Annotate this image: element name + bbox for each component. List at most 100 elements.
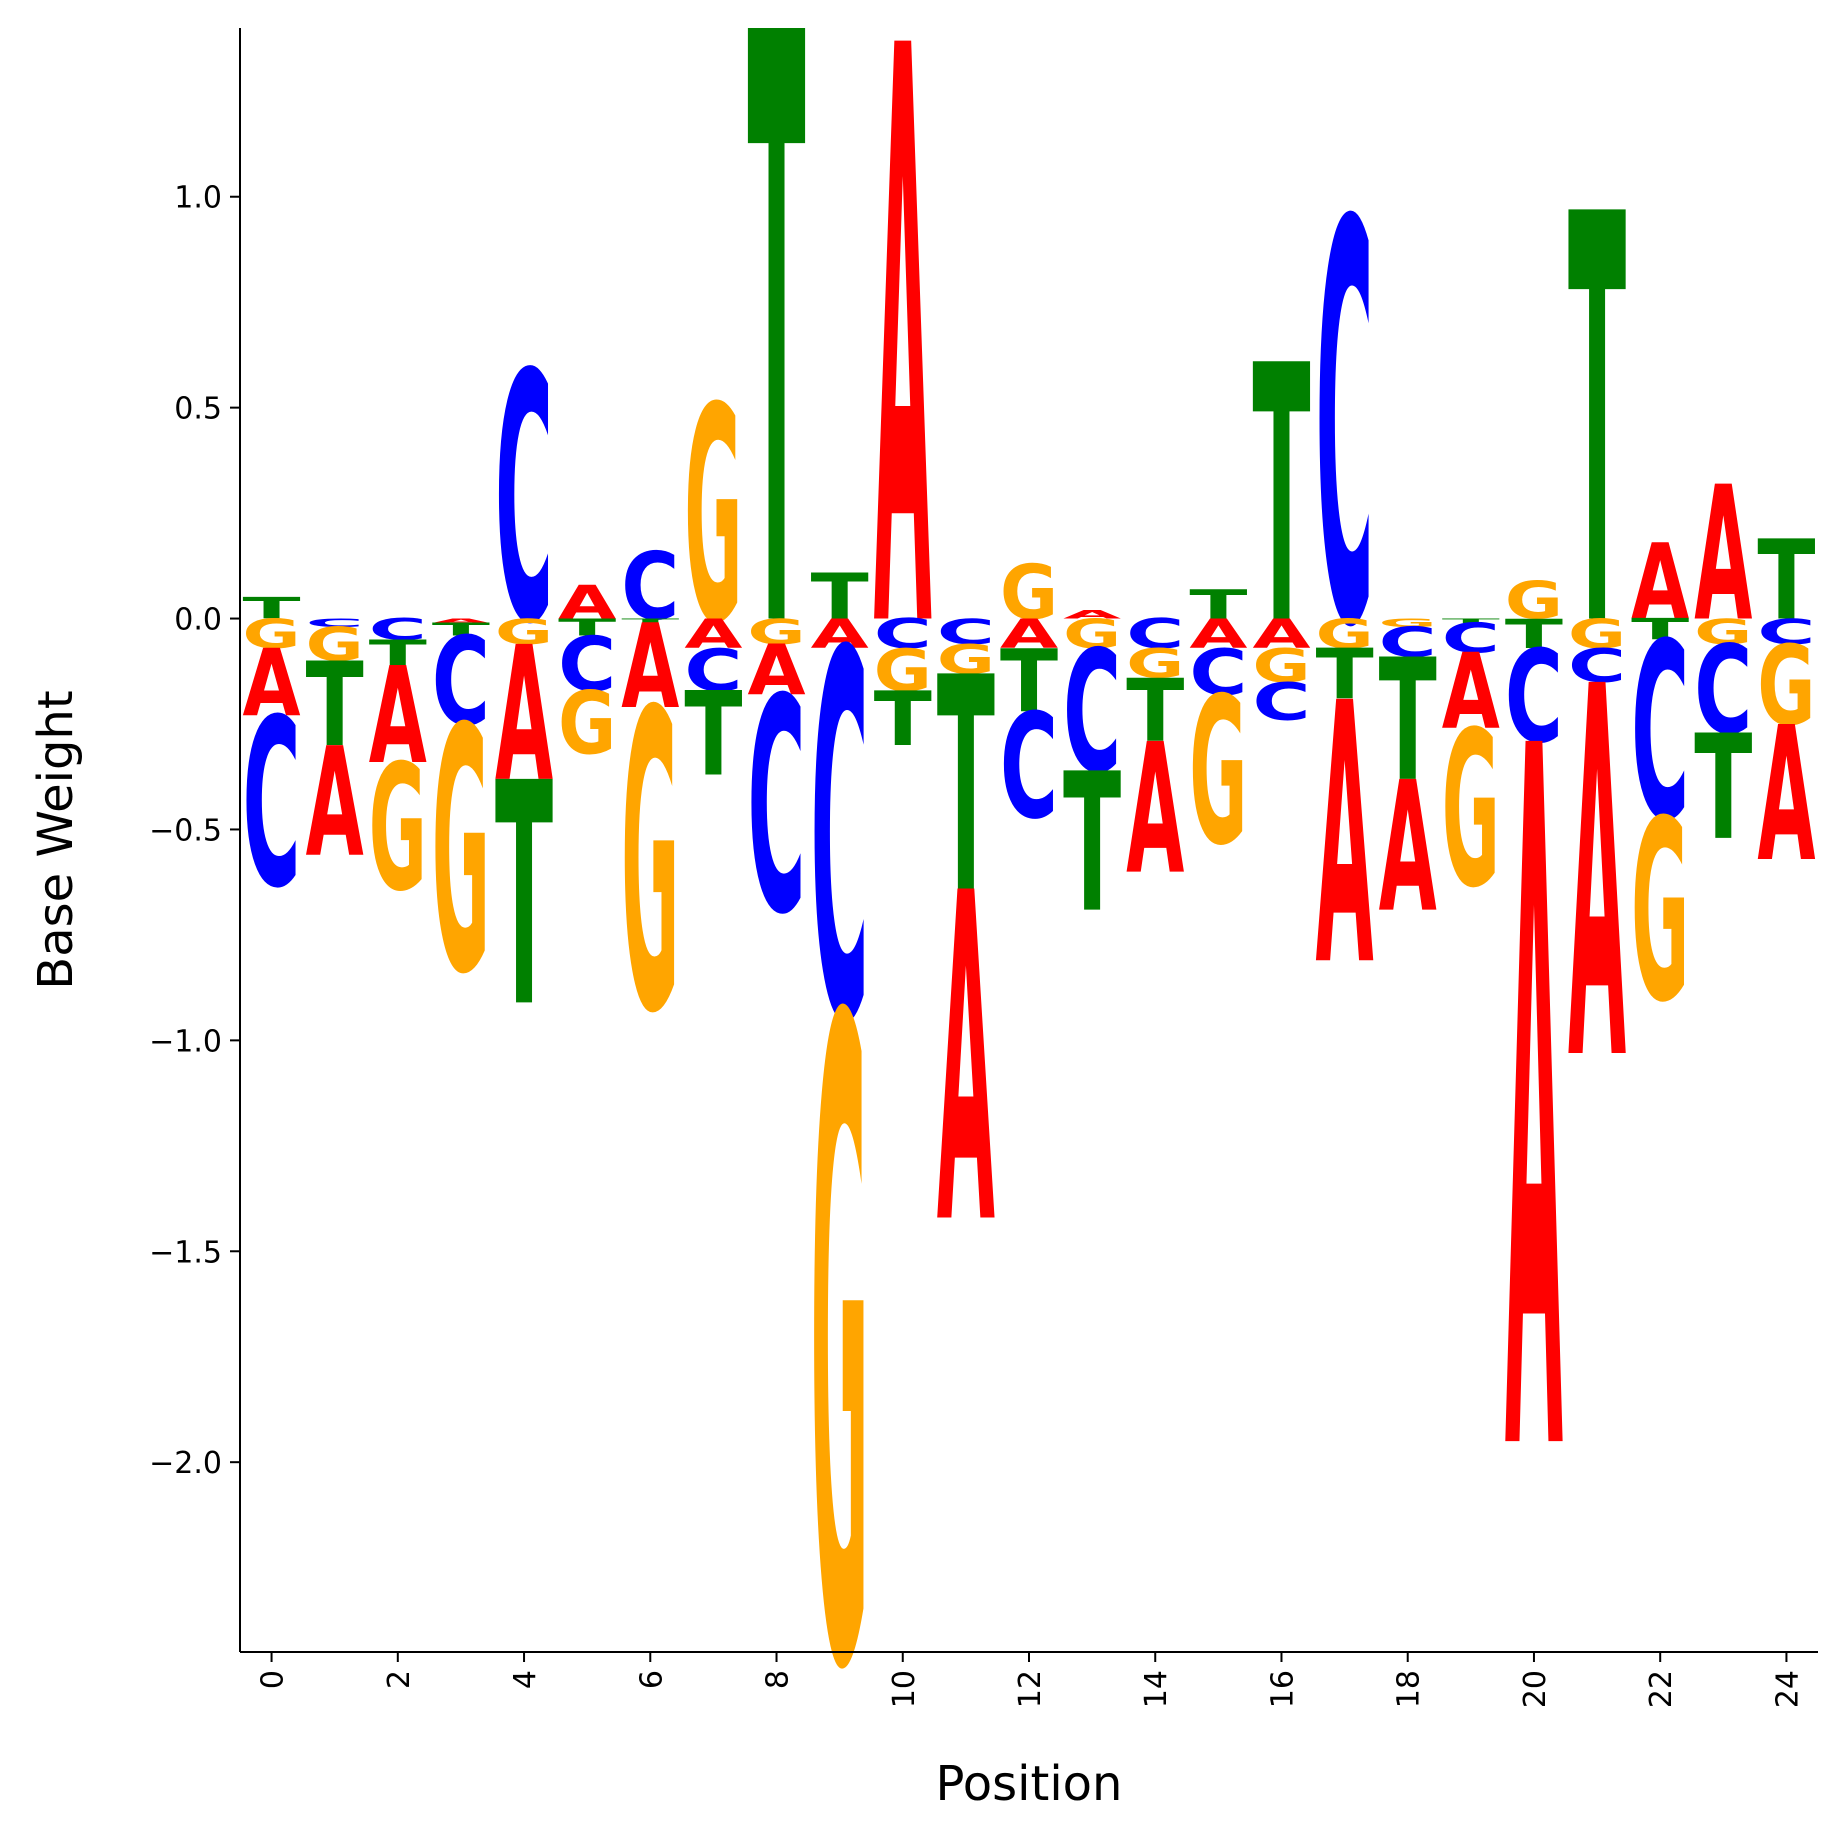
- logo-letter-G: G: [558, 674, 616, 775]
- logo-letter-T: T: [937, 615, 995, 959]
- logo-letter-C: C: [495, 303, 553, 700]
- logo-letter-T: T: [1694, 704, 1752, 872]
- logo-letter-A: A: [1063, 608, 1122, 622]
- logo-letter-T: T: [495, 719, 553, 1076]
- x-ticks: 0 2 4 6 8 10 12 14 16 18 20 22 24: [256, 1652, 1805, 1708]
- logo-letter-G: G: [684, 345, 742, 689]
- logo-letter-T: T: [1757, 518, 1815, 645]
- x-tick-label: 20: [1518, 1670, 1553, 1708]
- logo-letter-A: A: [1252, 611, 1310, 658]
- logo-letter-G: G: [1379, 616, 1437, 629]
- logo-letter-A: A: [1694, 448, 1752, 663]
- logo-letter-A: A: [1505, 550, 1564, 1668]
- logo-letter-C: C: [1126, 611, 1184, 658]
- y-tick-label: −0.5: [149, 813, 222, 848]
- logo-letter-C: C: [1568, 640, 1626, 694]
- logo-letter-G: G: [495, 612, 553, 653]
- logo-letter-T: T: [1252, 291, 1311, 702]
- logo-letter-A: A: [369, 640, 427, 794]
- logo-letter-A: A: [1316, 628, 1375, 1046]
- y-tick-label: −1.0: [149, 1024, 222, 1059]
- logo-letter-T: T: [306, 638, 364, 772]
- x-tick-label: 22: [1644, 1670, 1679, 1708]
- logo-letter-C: C: [1000, 684, 1058, 851]
- logo-letter-C: C: [1252, 672, 1310, 733]
- x-tick-label: 16: [1265, 1670, 1300, 1708]
- y-ticks: 1.0 0.5 0.0 −0.5 −1.0 −1.5 −2.0: [149, 181, 240, 1481]
- logo-letter-G: G: [1252, 640, 1310, 693]
- logo-letter-T: T: [369, 633, 427, 673]
- x-tick-label: 24: [1770, 1670, 1805, 1708]
- logo-letter-A: A: [1000, 611, 1058, 658]
- logo-letter-G: G: [1000, 550, 1058, 638]
- logo-letter-G: G: [369, 729, 427, 931]
- logo-letter-C: C: [1063, 614, 1121, 810]
- logo-letter-A: A: [432, 617, 490, 624]
- logo-letter-T: T: [1442, 617, 1500, 624]
- logo-letter-T: T: [1189, 581, 1248, 628]
- logo-letter-T: T: [1063, 733, 1121, 955]
- logo-letter-C: C: [1757, 612, 1815, 652]
- logo-letter-G: G: [1442, 686, 1500, 936]
- logo-letter-G: G: [874, 637, 932, 704]
- y-tick-label: 1.0: [174, 181, 222, 216]
- logo-letter-G: G: [1757, 622, 1815, 750]
- logo-letter-T: T: [1505, 610, 1564, 657]
- logo-letter-G: G: [1505, 570, 1563, 631]
- logo-letter-G: G: [937, 636, 995, 683]
- x-tick-label: 18: [1392, 1670, 1427, 1708]
- logo-letter-C: C: [874, 611, 932, 658]
- logo-letter-G: G: [1063, 611, 1121, 658]
- logo-letter-G: G: [1631, 768, 1689, 1058]
- logo-letter-G: G: [306, 619, 364, 672]
- logo-letter-G: G: [1568, 611, 1626, 658]
- logo-letter-C: C: [621, 534, 679, 642]
- logo-letter-C: C: [1694, 621, 1752, 762]
- logo-letter-C: C: [937, 612, 995, 652]
- logo-letter-A: A: [558, 575, 616, 629]
- logo-letter-A: A: [747, 631, 805, 712]
- logo-letter-G: G: [1189, 654, 1247, 890]
- logo-letter-T: T: [1379, 625, 1437, 819]
- logo-letter-A: A: [1757, 689, 1815, 904]
- y-tick-label: −2.0: [149, 1446, 222, 1481]
- x-tick-label: 4: [508, 1670, 543, 1689]
- logo-letter-C: C: [747, 635, 805, 979]
- logo-letter-A: A: [1189, 611, 1247, 658]
- logo-letter-T: T: [747, 0, 806, 810]
- logo-letter-C: C: [811, 548, 869, 1133]
- logo-letter-A: A: [1568, 580, 1627, 1173]
- logo-letter-A: A: [811, 611, 869, 658]
- logo-letter-G: G: [1126, 640, 1184, 687]
- logo-letter-C: C: [432, 613, 490, 754]
- logo-letter-T: T: [1631, 613, 1690, 647]
- logo-letter-T: T: [684, 668, 742, 802]
- logo-letter-T: T: [558, 614, 617, 641]
- y-axis-title: Base Weight: [28, 690, 84, 989]
- y-tick-label: 0.0: [174, 603, 222, 638]
- logo-letter-G: G: [432, 659, 490, 1049]
- logo-letter-A: A: [621, 599, 679, 734]
- axes: 1.00.50.0−0.5−1.0−1.5−2.0 0 2 4 6 8 10 12 14 16 1…: [149, 28, 1818, 1708]
- logo-letter-A: A: [1442, 633, 1500, 753]
- x-tick-label: 6: [634, 1670, 669, 1689]
- logo-letter-C: C: [369, 613, 427, 647]
- logo-letter-T: T: [1000, 632, 1058, 733]
- logo-letter-A: A: [306, 717, 364, 892]
- y-tick-label: 0.5: [174, 392, 222, 427]
- logo-letter-T: T: [1568, 97, 1627, 751]
- logo-letter-A: A: [495, 608, 553, 823]
- x-tick-label: 10: [887, 1670, 922, 1708]
- x-tick-label: 2: [382, 1670, 417, 1689]
- logo-letter-A: A: [874, 0, 933, 806]
- logo-letter-C: C: [558, 621, 616, 709]
- logo-letter-C: C: [1442, 615, 1500, 662]
- x-axis-title: Position: [936, 1756, 1123, 1812]
- logo-letter-T: T: [874, 675, 932, 763]
- logo-letter-G: G: [621, 625, 679, 1104]
- logo-letter-A: A: [1631, 523, 1689, 643]
- x-tick-label: 12: [1013, 1670, 1048, 1708]
- logo-letter-A: A: [684, 611, 742, 658]
